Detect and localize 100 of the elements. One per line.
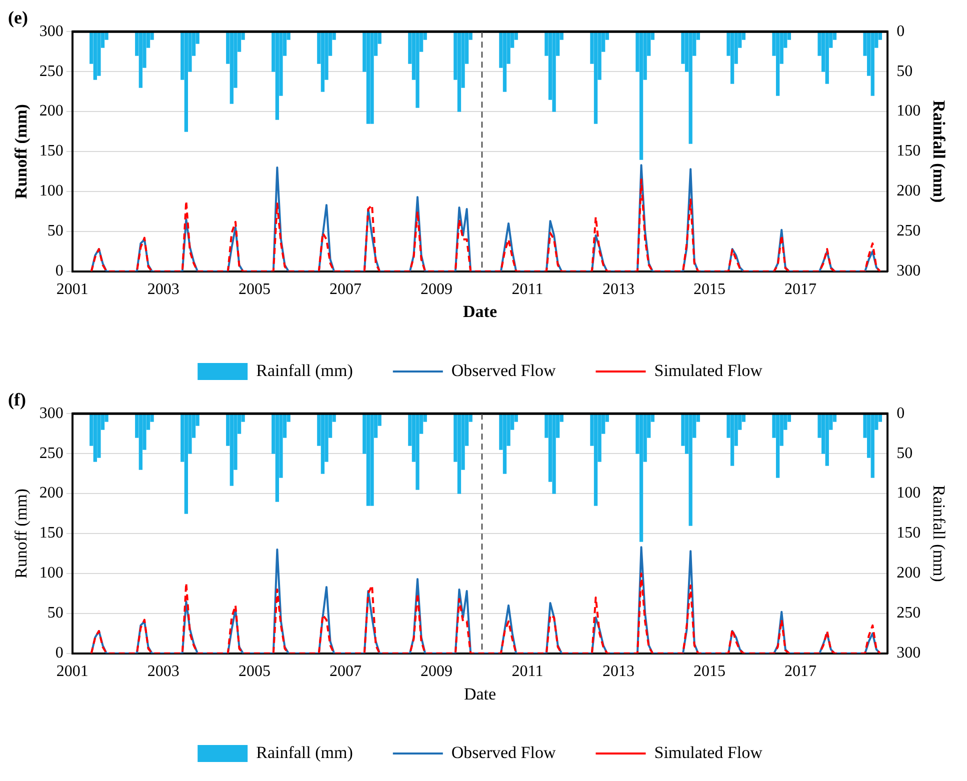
x-tick-label: 2003 <box>147 281 180 298</box>
y-tick-label: 300 <box>39 22 64 40</box>
x-tick-label: 2017 <box>784 663 817 680</box>
bar <box>639 414 644 542</box>
bar <box>138 32 142 88</box>
bar <box>825 414 829 466</box>
y2-tick-label: 50 <box>896 444 913 462</box>
y-tick-label: 300 <box>39 404 64 422</box>
legend-label: Observed Flow <box>451 360 556 380</box>
y-tick-label: 100 <box>39 182 64 200</box>
bar <box>730 32 734 84</box>
bar <box>594 32 598 124</box>
y-tick-label: 200 <box>39 484 64 502</box>
bar <box>93 32 97 80</box>
x-tick-label: 2017 <box>784 281 817 298</box>
bar <box>502 32 507 92</box>
y2-axis-title: Rainfall (mm) <box>929 100 948 203</box>
y-tick-label: 50 <box>47 222 64 240</box>
x-tick-label: 2011 <box>512 663 544 680</box>
y2-tick-label: 300 <box>896 262 921 280</box>
bar <box>320 32 325 92</box>
y2-tick-label: 150 <box>896 142 921 160</box>
bar <box>275 414 280 502</box>
x-tick-label: 2015 <box>694 663 726 680</box>
bar <box>97 414 101 458</box>
y2-tick-label: 250 <box>896 222 921 240</box>
bar <box>457 32 462 112</box>
x-tick-label: 2007 <box>329 281 362 298</box>
bar <box>230 32 234 104</box>
y2-tick-label: 200 <box>896 182 921 200</box>
chart-title: (e) <box>8 7 28 28</box>
bar <box>639 32 644 160</box>
bar <box>184 414 188 514</box>
x-axis-title: Date <box>464 684 496 704</box>
y-tick-label: 250 <box>39 62 64 80</box>
x-tick-label: 2013 <box>602 281 635 298</box>
y2-tick-label: 50 <box>896 62 913 80</box>
chart-title: (f) <box>8 389 26 410</box>
y-axis-title: Runoff (mm) <box>12 104 31 199</box>
x-tick-label: 2013 <box>602 663 635 680</box>
x-tick-label: 2005 <box>238 281 270 298</box>
y2-tick-label: 150 <box>896 524 921 542</box>
x-axis-title: Date <box>463 302 498 322</box>
legend-label: Simulated Flow <box>654 360 764 380</box>
bar <box>416 32 420 108</box>
y-tick-label: 50 <box>47 604 64 622</box>
line-series <box>90 572 882 654</box>
bar <box>688 32 692 144</box>
y-tick-label: 0 <box>55 262 64 280</box>
y-tick-label: 200 <box>39 102 64 120</box>
legend-label: Rainfall (mm) <box>256 742 353 762</box>
bar <box>594 414 598 506</box>
bar <box>776 414 780 478</box>
bar <box>320 414 325 474</box>
y-tick-label: 250 <box>39 444 64 462</box>
x-tick-label: 2007 <box>329 663 362 680</box>
y-tick-label: 150 <box>39 524 64 542</box>
legend-label: Rainfall (mm) <box>256 360 353 380</box>
bar <box>97 32 101 76</box>
bar <box>370 32 374 124</box>
bar <box>825 32 829 84</box>
bar <box>552 414 556 494</box>
y-axis-title: Runoff (mm) <box>12 488 31 578</box>
bar <box>366 414 370 506</box>
legend-label: Simulated Flow <box>654 742 764 762</box>
y2-tick-label: 100 <box>896 102 921 120</box>
bar <box>370 414 374 506</box>
y2-axis-title: Rainfall (mm) <box>929 485 948 582</box>
x-tick-label: 2003 <box>147 663 180 680</box>
x-tick-label: 2011 <box>512 281 544 298</box>
bar <box>184 32 188 132</box>
bar <box>93 414 97 462</box>
legend-label: Observed Flow <box>451 742 556 762</box>
bar <box>502 414 507 474</box>
bar <box>275 32 280 120</box>
bar <box>870 414 874 478</box>
x-tick-label: 2001 <box>56 663 88 680</box>
x-tick-label: 2009 <box>420 281 452 298</box>
bar <box>366 32 370 124</box>
bar <box>138 414 142 470</box>
bar <box>457 414 462 494</box>
x-tick-label: 2009 <box>420 663 452 680</box>
bar <box>552 32 556 112</box>
y2-tick-label: 250 <box>896 604 921 622</box>
bar <box>870 32 874 96</box>
bar <box>416 414 420 490</box>
y2-tick-label: 0 <box>896 404 905 422</box>
y-tick-label: 150 <box>39 142 64 160</box>
x-tick-label: 2015 <box>694 281 726 298</box>
y2-tick-label: 0 <box>896 22 905 40</box>
bar <box>688 414 692 526</box>
bar <box>730 414 734 466</box>
y-tick-label: 100 <box>39 564 64 582</box>
y2-tick-label: 300 <box>896 644 921 662</box>
y-tick-label: 0 <box>55 644 64 662</box>
y2-tick-label: 100 <box>896 484 921 502</box>
x-tick-label: 2001 <box>56 281 88 298</box>
x-tick-label: 2005 <box>238 663 270 680</box>
y2-tick-label: 200 <box>896 564 921 582</box>
bar <box>776 32 780 96</box>
